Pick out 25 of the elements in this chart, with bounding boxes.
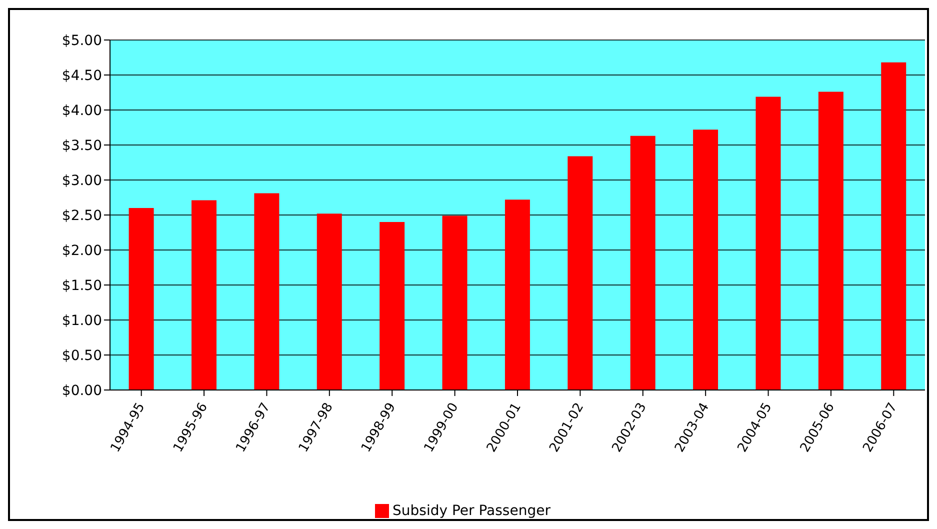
bar (192, 200, 216, 390)
y-tick-label: $0.00 (62, 382, 102, 399)
y-tick-label: $1.00 (62, 312, 102, 329)
y-tick-label: $5.00 (62, 32, 102, 49)
y-tick-label: $3.50 (62, 138, 102, 154)
y-tick-label: $4.00 (62, 102, 102, 119)
y-tick-label: $1.50 (62, 278, 102, 294)
bar (128, 208, 154, 390)
bar (630, 136, 656, 390)
bar (254, 193, 280, 390)
bar (442, 216, 468, 390)
legend-label: Subsidy Per Passenger (392, 503, 550, 519)
y-tick-label: $2.50 (62, 208, 102, 224)
bar (881, 62, 906, 390)
y-tick-label: $0.50 (62, 348, 102, 364)
y-tick-label: $2.00 (62, 242, 102, 259)
bar (756, 96, 781, 390)
y-tick-label: $3.00 (62, 172, 102, 189)
bar (693, 130, 718, 390)
bar (380, 222, 405, 390)
bar (818, 92, 844, 390)
y-tick-label: $4.50 (62, 68, 102, 84)
bar (568, 156, 593, 390)
bar (316, 214, 342, 390)
bar (504, 200, 530, 390)
